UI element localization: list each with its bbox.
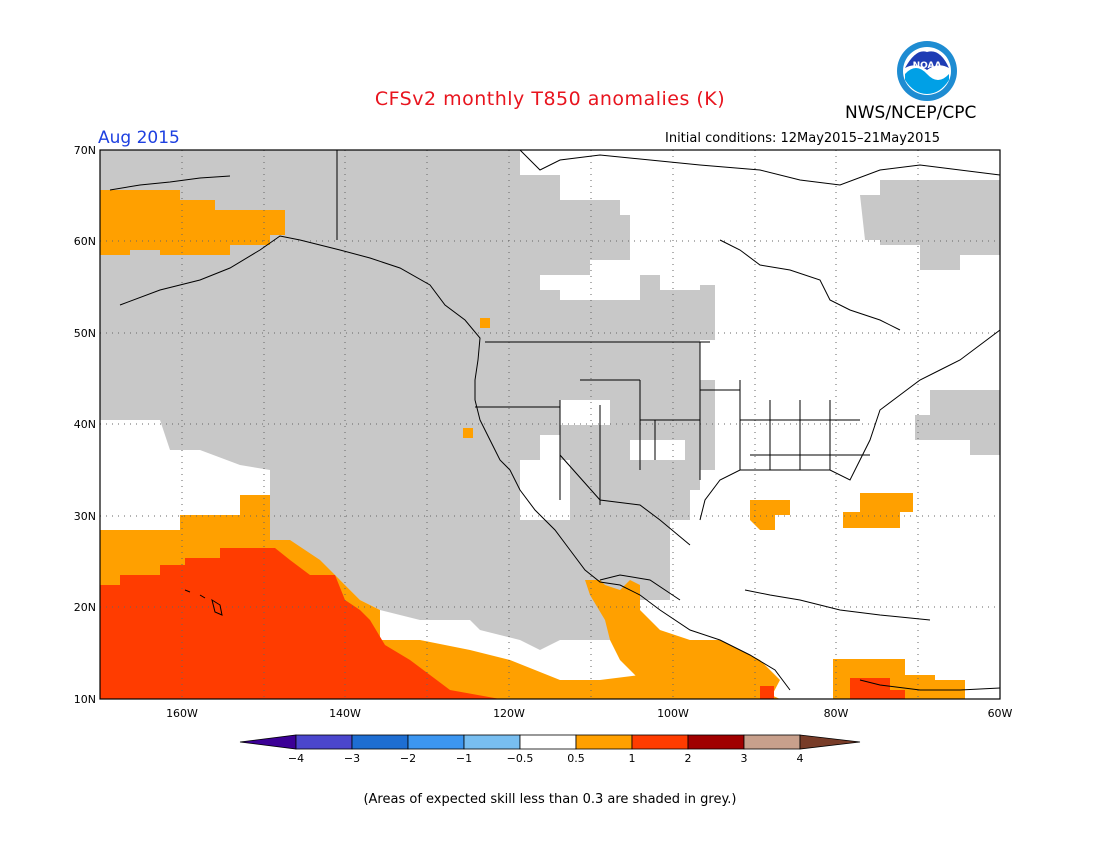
colorbar-label: 2 [685, 752, 692, 765]
colorbar-swatch [463, 734, 521, 750]
lon-label: 160W [166, 707, 198, 720]
map-frame [99, 149, 1001, 700]
chart-title: CFSv2 monthly T850 anomalies (K) [374, 88, 726, 110]
colorbar-swatch [631, 734, 689, 750]
colorbar-swatch [575, 734, 633, 750]
colorbar-swatch [295, 734, 353, 750]
colorbar-swatch [519, 734, 577, 750]
valid-period: Aug 2015 [98, 128, 180, 148]
anomaly-region-0-5-1 [100, 190, 285, 255]
lon-label: 80W [824, 707, 849, 720]
low-skill-region [100, 150, 715, 650]
anomaly-region-1-2 [100, 548, 500, 699]
colorbar-swatch [687, 734, 745, 750]
colorbar-label: −4 [288, 752, 304, 765]
colorbar-label: −2 [400, 752, 416, 765]
lat-label: 50N [74, 327, 96, 340]
lon-label: 140W [329, 707, 361, 720]
noaa-logo: NOAA [896, 40, 958, 106]
lon-label: 120W [493, 707, 525, 720]
colorbar-label: 1 [629, 752, 636, 765]
colorbar-label: 0.5 [567, 752, 585, 765]
organization-label: NWS/NCEP/CPC [845, 103, 977, 123]
lat-label: 70N [74, 144, 96, 157]
colorbar-label: 3 [741, 752, 748, 765]
colorbar [239, 734, 861, 750]
coastlines [109, 150, 1000, 691]
skill-footnote: (Areas of expected skill less than 0.3 a… [363, 792, 737, 807]
colorbar-swatch [351, 734, 409, 750]
colorbar-swatch [743, 734, 801, 750]
lon-label: 60W [988, 707, 1013, 720]
colorbar-arrow-right [799, 734, 861, 750]
lat-label: 20N [74, 601, 96, 614]
lat-label: 60N [74, 235, 96, 248]
colorbar-label: −1 [456, 752, 472, 765]
lon-label: 100W [657, 707, 689, 720]
initial-conditions: Initial conditions: 12May2015–21May2015 [665, 131, 940, 146]
colorbar-label: −3 [344, 752, 360, 765]
colorbar-swatch [407, 734, 465, 750]
lat-label: 40N [74, 418, 96, 431]
svg-text:NOAA: NOAA [913, 61, 942, 71]
lat-label: 30N [74, 510, 96, 523]
colorbar-label: 4 [797, 752, 804, 765]
colorbar-label: −0.5 [507, 752, 534, 765]
colorbar-arrow-left [239, 734, 297, 750]
lat-label: 10N [74, 693, 96, 706]
